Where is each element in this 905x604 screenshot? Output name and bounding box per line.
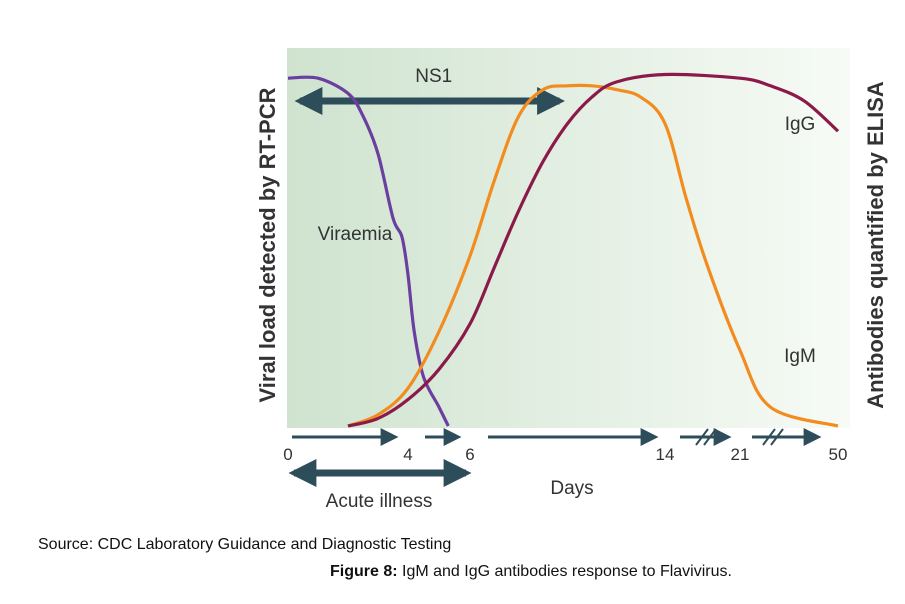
- axis-break-mark: [762, 428, 776, 446]
- x-axis-title: Days: [550, 478, 593, 499]
- ns1-label: NS1: [415, 66, 452, 87]
- x-tick-label: 6: [465, 445, 474, 464]
- axis-break-mark: [703, 428, 717, 446]
- series-label-igm: IgM: [784, 346, 816, 367]
- source-note: Source: CDC Laboratory Guidance and Diag…: [38, 536, 452, 553]
- x-tick-label: 50: [829, 445, 848, 464]
- series-line-igg: [347, 72, 840, 428]
- x-tick-label: 4: [403, 445, 412, 464]
- axis-break-mark: [770, 428, 784, 446]
- y-axis-title-left: Viral load detected by RT-PCR: [255, 87, 280, 402]
- x-tick-label: 14: [656, 445, 675, 464]
- series-line-igm: [347, 83, 839, 428]
- series-line-viraemia: [287, 75, 450, 427]
- figure-caption-prefix: Figure 8:: [330, 563, 398, 580]
- y-axis-title-right: Antibodies quantified by ELISA: [863, 81, 888, 409]
- figure-caption: Figure 8: IgM and IgG antibodies respons…: [330, 563, 732, 581]
- x-tick-label: 21: [731, 445, 750, 464]
- axis-break-mark: [695, 428, 709, 446]
- figure-caption-text: IgM and IgG antibodies response to Flavi…: [397, 563, 732, 580]
- x-tick-label: 0: [283, 445, 292, 464]
- series-label-igg: IgG: [785, 114, 816, 135]
- acute-illness-label: Acute illness: [326, 491, 433, 512]
- series-label-viraemia: Viraemia: [318, 224, 393, 245]
